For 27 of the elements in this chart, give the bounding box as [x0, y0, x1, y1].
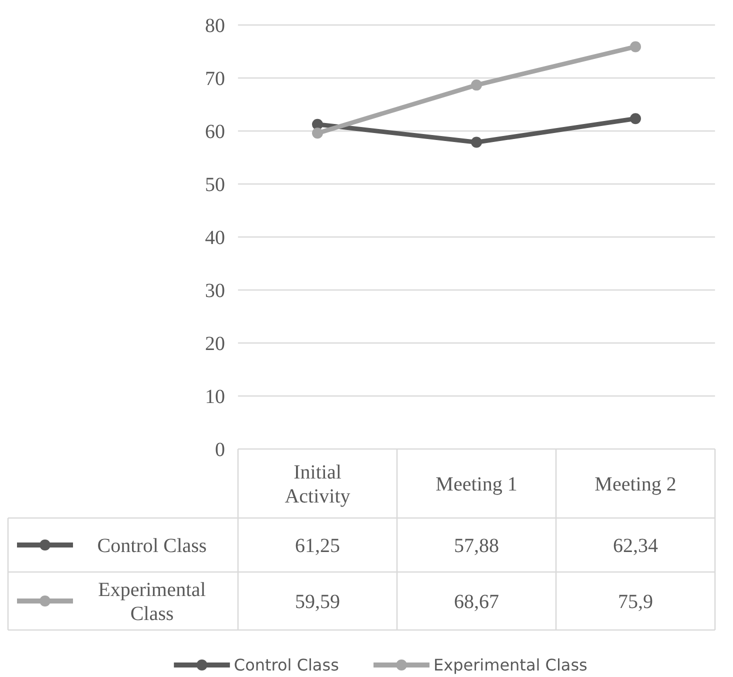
x-tick-label: Initial Activity — [284, 462, 350, 508]
data-label: 57,88 — [454, 535, 499, 557]
x-tick-label: Meeting 2 — [594, 474, 676, 496]
data-label: 59,59 — [295, 591, 340, 613]
y-tick-label: 0 — [215, 439, 225, 461]
y-tick-label: 40 — [205, 227, 225, 249]
point — [312, 128, 323, 139]
y-tick-label: 50 — [205, 174, 225, 196]
point — [471, 136, 482, 148]
point — [630, 41, 641, 52]
legend-label: Experimental Class — [98, 579, 206, 625]
y-tick-label: 10 — [205, 386, 225, 408]
y-tick-label: 70 — [205, 68, 225, 90]
data-label: 68,67 — [454, 591, 499, 613]
y-tick-label: 60 — [205, 121, 225, 143]
y-tick-label: 30 — [205, 280, 225, 302]
legend-label: Control Class — [97, 535, 207, 557]
y-tick-label: 20 — [205, 333, 225, 355]
point — [630, 113, 641, 124]
y-tick-label: 80 — [205, 15, 225, 37]
text: Control Class — [234, 656, 339, 675]
point — [471, 80, 482, 91]
x-tick-label: Meeting 1 — [436, 474, 518, 496]
data-label: 62,34 — [613, 535, 658, 557]
data-label: 75,9 — [618, 591, 653, 613]
data-label: 61,25 — [295, 535, 340, 557]
text: Experimental Class — [434, 656, 588, 675]
